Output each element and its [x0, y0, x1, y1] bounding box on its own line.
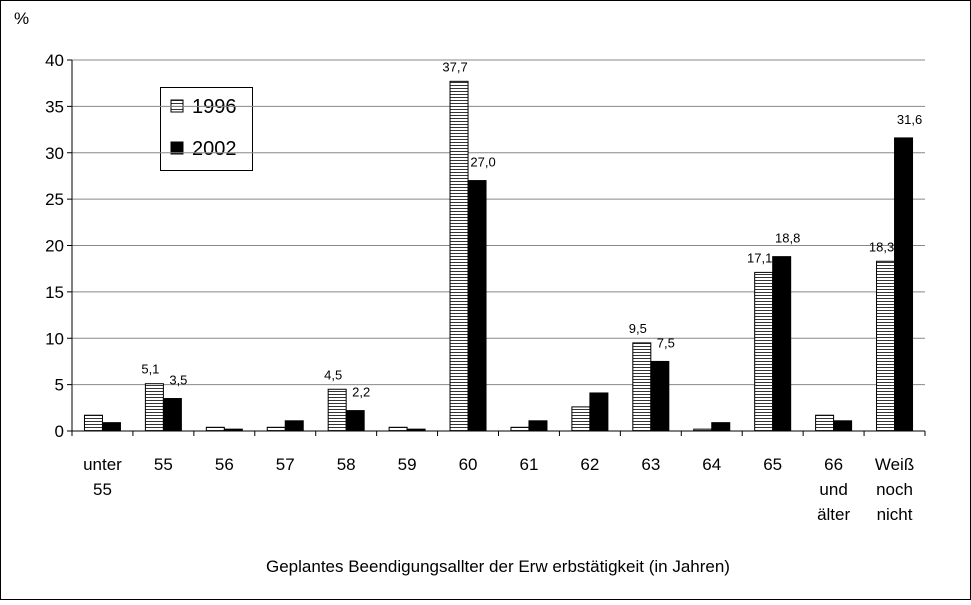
bar: [650, 360, 670, 432]
x-tick-label: 62: [580, 455, 599, 474]
legend-swatch: [170, 141, 184, 155]
x-tick-label: 64: [702, 455, 721, 474]
x-tick-label: unter 55: [83, 455, 122, 499]
bar: [266, 426, 286, 432]
bar: [162, 398, 182, 432]
bar: [449, 80, 469, 432]
bar: [205, 426, 225, 432]
value-label: 2,2: [352, 385, 370, 400]
value-label: 18,3: [869, 239, 894, 254]
bar: [467, 180, 487, 432]
y-tick-label: 25: [45, 190, 64, 209]
bar: [528, 420, 548, 432]
value-label: 5,1: [141, 362, 159, 377]
value-label: 27,0: [470, 155, 495, 170]
bar: [327, 388, 347, 432]
bar: [815, 414, 835, 432]
y-tick-label: 5: [55, 376, 64, 395]
value-label: 4,5: [324, 367, 342, 382]
bar: [589, 392, 609, 432]
y-tick-label: 15: [45, 283, 64, 302]
bar: [754, 271, 774, 432]
x-tick-label: 57: [276, 455, 295, 474]
bar: [101, 422, 121, 432]
x-tick-label: Weiß noch nicht: [875, 455, 914, 524]
bar: [284, 420, 304, 432]
x-tick-label: 58: [337, 455, 356, 474]
y-tick-label: 10: [45, 329, 64, 348]
x-tick-label: 55: [154, 455, 173, 474]
bar: [571, 406, 591, 432]
bar: [406, 428, 426, 432]
legend: 1996 2002: [160, 87, 253, 171]
value-label: 9,5: [629, 321, 647, 336]
bar: [632, 342, 652, 432]
bar: [144, 383, 164, 432]
x-tick-label: 59: [398, 455, 417, 474]
y-axis-label: %: [14, 9, 29, 28]
value-label: 18,8: [775, 231, 800, 246]
y-tick-label: 40: [45, 51, 64, 70]
value-label: 31,6: [897, 112, 922, 127]
bar: [693, 428, 713, 432]
legend-label: 2002: [192, 138, 237, 160]
bar: [345, 410, 365, 432]
y-tick-label: 35: [45, 97, 64, 116]
y-tick-label: 0: [55, 422, 64, 441]
bar: [894, 137, 914, 432]
x-tick-label: 65: [763, 455, 782, 474]
bar: [83, 414, 103, 432]
x-tick-label: 56: [215, 455, 234, 474]
bar: [772, 256, 792, 432]
bar: [223, 428, 243, 432]
bar: [833, 420, 853, 432]
bar: [711, 422, 731, 432]
x-tick-label: 61: [520, 455, 539, 474]
y-tick-label: 30: [45, 144, 64, 163]
value-label: 7,5: [657, 335, 675, 350]
bar: [876, 260, 896, 432]
x-axis-label: Geplantes Beendigungsallter der Erw erbs…: [266, 557, 730, 576]
value-label: 17,1: [747, 250, 772, 265]
value-label: 3,5: [169, 373, 187, 388]
legend-label: 1996: [192, 96, 237, 118]
x-tick-label: 63: [641, 455, 660, 474]
value-label: 37,7: [442, 59, 467, 74]
x-tick-label: 60: [459, 455, 478, 474]
bar: [388, 426, 408, 432]
y-tick-label: 20: [45, 237, 64, 256]
bar: [510, 426, 530, 432]
x-tick-label: 66 und älter: [817, 455, 850, 524]
